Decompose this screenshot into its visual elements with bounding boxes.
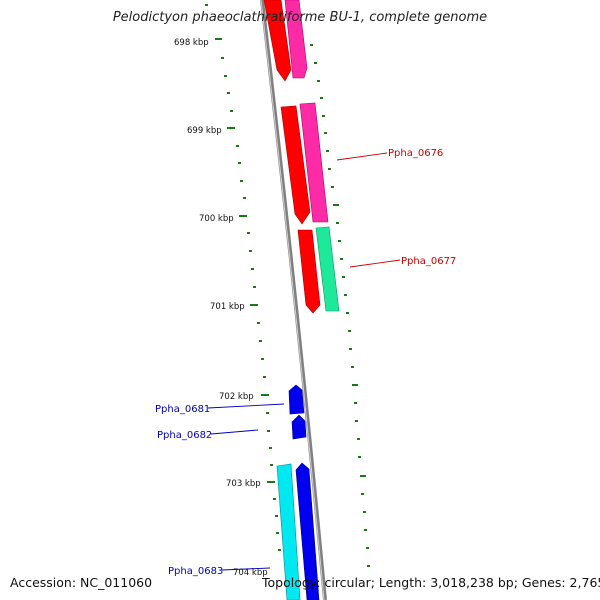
ruler-label-698: 698 kbp: [174, 38, 209, 48]
gene-label-ppha-0676[interactable]: Ppha_0676: [388, 148, 443, 159]
outer-ruler: [310, 44, 370, 567]
map-title: Pelodictyon phaeoclathratiforme BU-1, co…: [112, 10, 488, 25]
gene-red-1[interactable]: [280, 105, 311, 225]
accession-text: Accession: NC_011060: [10, 575, 153, 590]
gene-ppha-0681[interactable]: [288, 384, 305, 415]
ruler-label-704: 704 kbp: [233, 568, 268, 578]
gene-label-ppha-0677[interactable]: Ppha_0677: [401, 256, 456, 267]
gene-ppha-0676[interactable]: [299, 102, 329, 223]
ruler-label-701: 701 kbp: [210, 302, 245, 312]
inner-ruler: [205, 4, 281, 551]
gene-ppha-0682[interactable]: [291, 414, 307, 440]
ruler-label-700: 700 kbp: [199, 214, 234, 224]
ruler-label-703: 703 kbp: [226, 479, 261, 489]
gene-ppha-0677[interactable]: [315, 226, 340, 312]
gene-label-ppha-0682[interactable]: Ppha_0682: [157, 430, 212, 441]
ruler-label-702: 702 kbp: [219, 392, 254, 402]
gene-blue[interactable]: [295, 462, 320, 600]
gene-magenta-top[interactable]: [284, 0, 308, 79]
topology-text: Topology: circular; Length: 3,018,238 bp…: [262, 575, 600, 590]
gene-label-ppha-0683[interactable]: Ppha_0683: [168, 566, 223, 577]
ruler-label-699: 699 kbp: [187, 126, 222, 136]
gene-label-ppha-0681[interactable]: Ppha_0681: [155, 404, 210, 415]
genome-backbone: [260, 0, 327, 600]
gene-cyan[interactable]: [276, 463, 301, 600]
gene-red-2[interactable]: [297, 229, 321, 314]
gene-red-top[interactable]: [263, 0, 292, 82]
